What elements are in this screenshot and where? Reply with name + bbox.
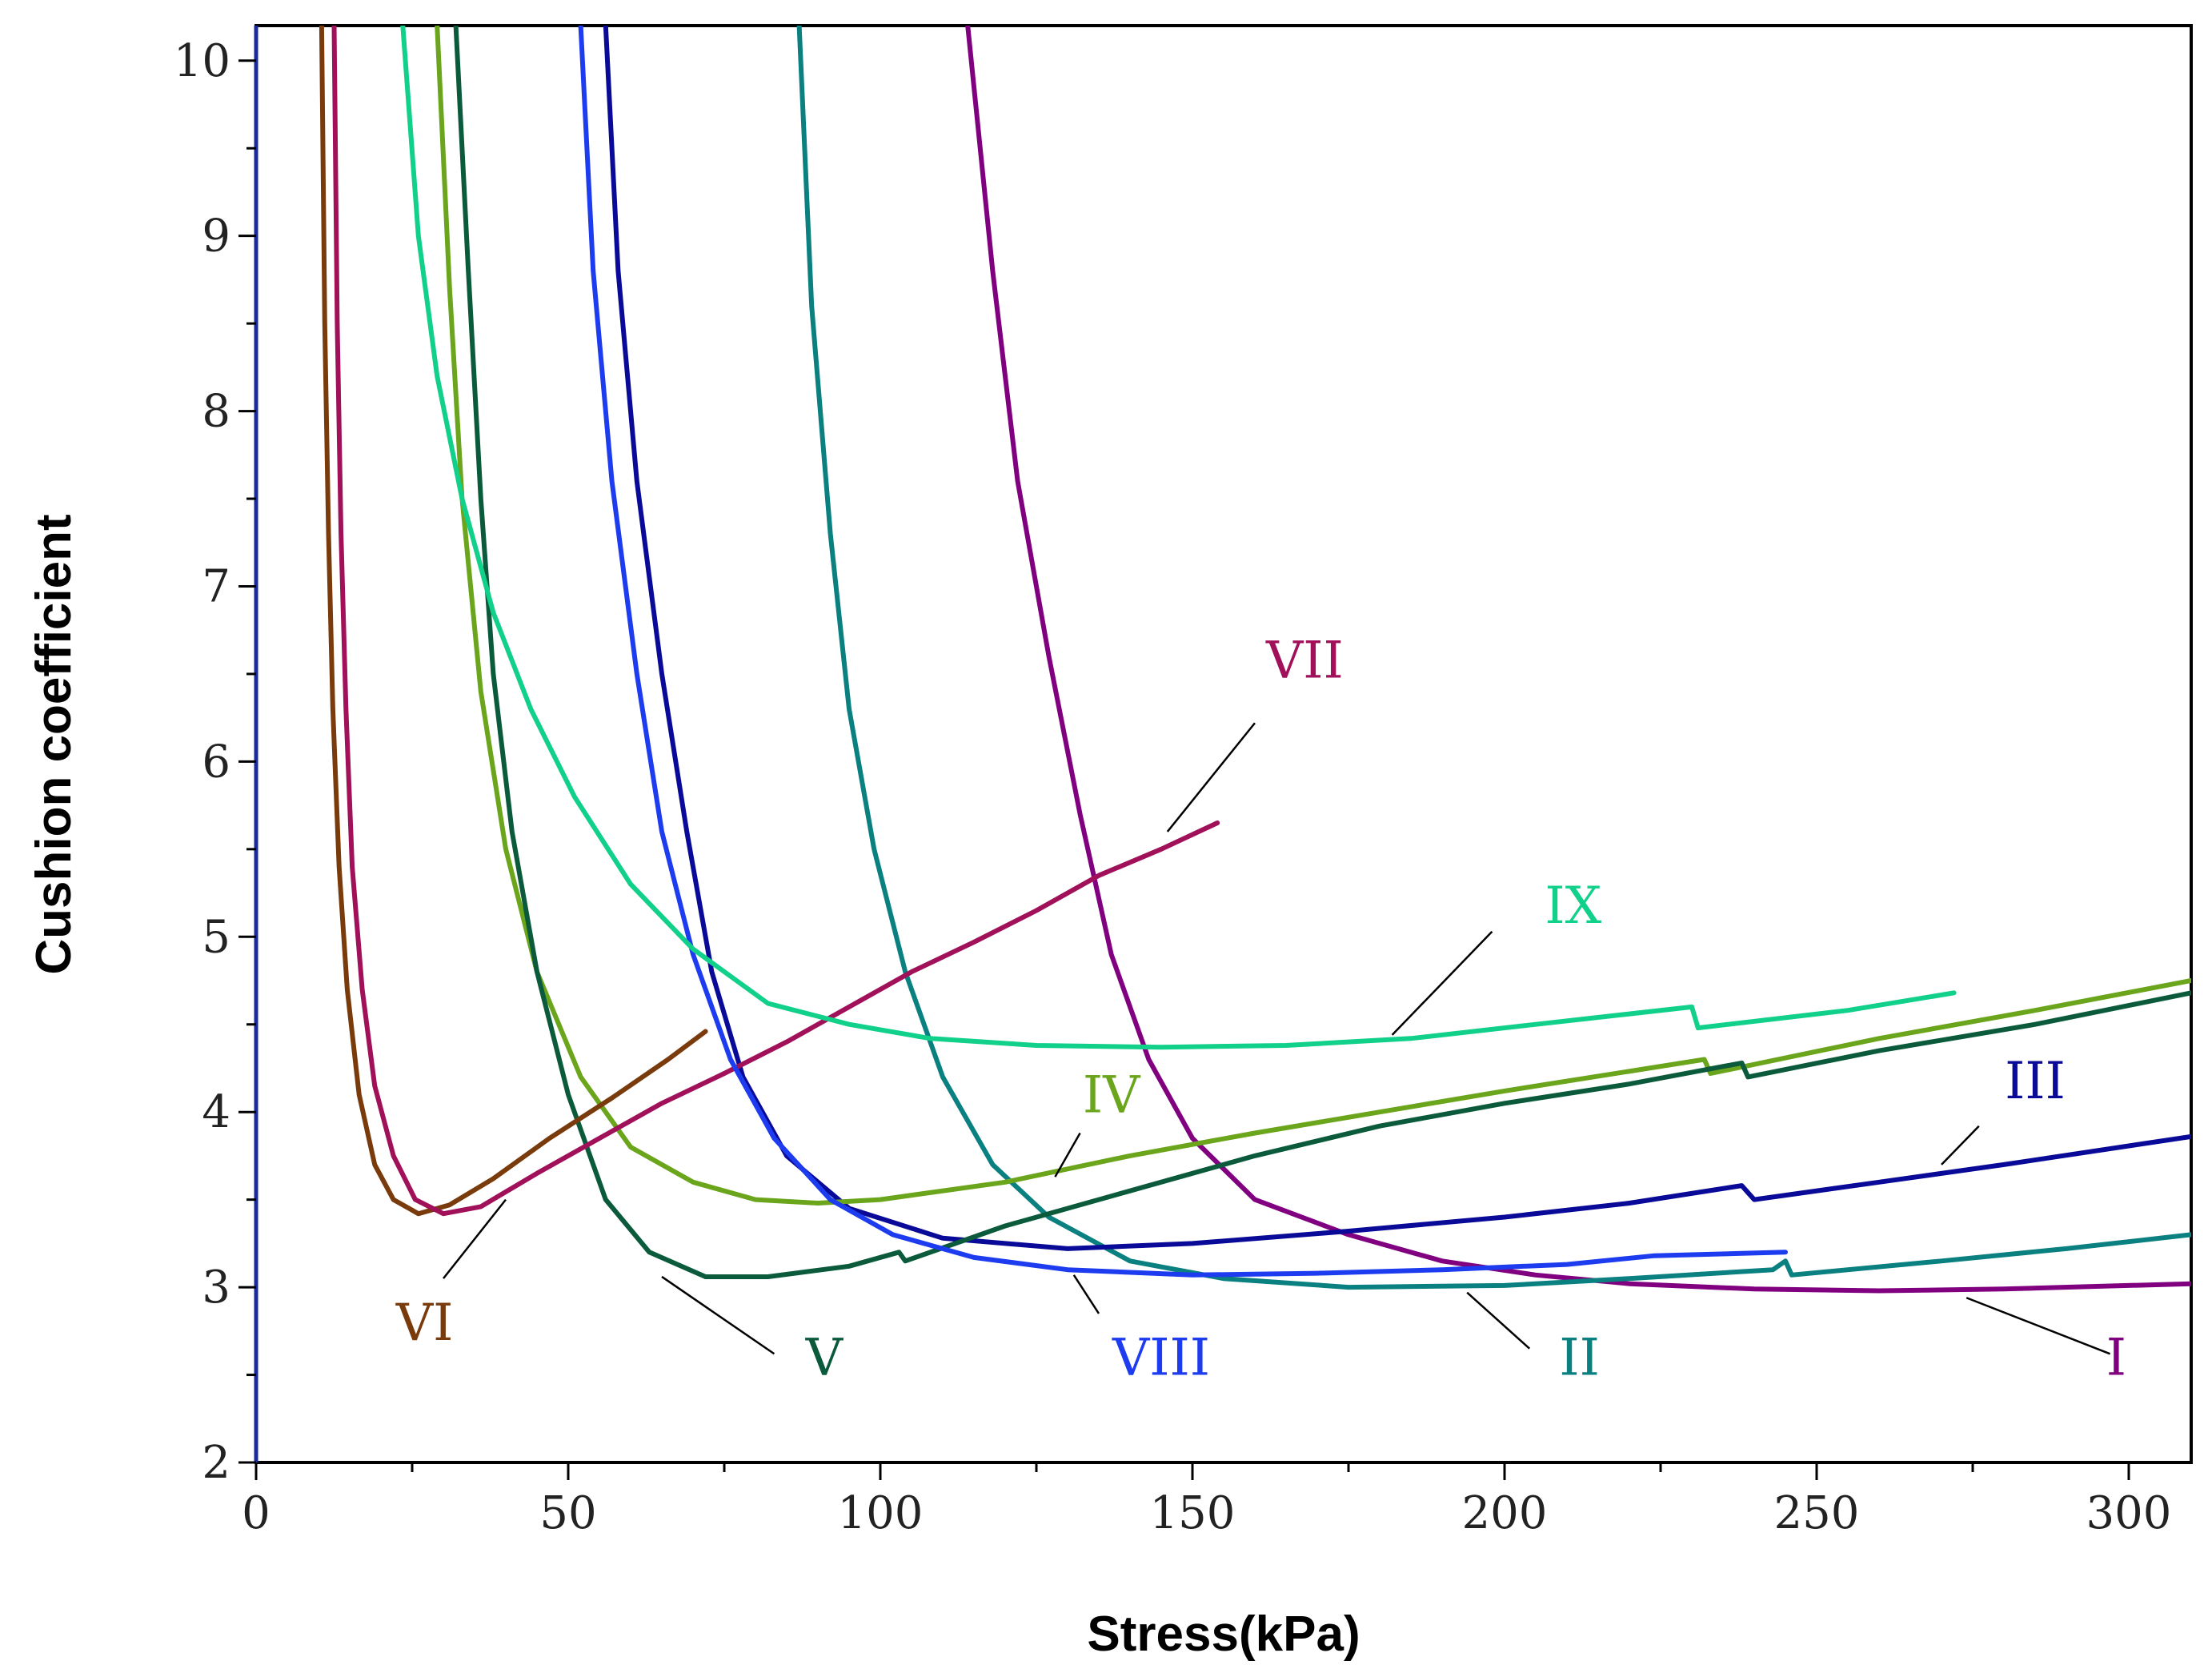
leader-line-ii [1466,1291,1531,1350]
x-tick-label: 250 [1774,1487,1860,1539]
series-label-vi: VI [395,1294,454,1353]
leader-line-vii [1166,722,1256,832]
series-label-v: V [805,1329,844,1388]
series-line-i [965,26,2191,1294]
y-tick-label: 4 [202,1086,230,1138]
leader-line-i [1966,1297,2111,1355]
series-label-iv: IV [1083,1065,1141,1125]
series-label-vii: VII [1265,631,1344,690]
label-leader-lines [443,722,2111,1355]
leader-line-ix [1391,930,1493,1036]
x-axis-title: Stress(kPa) [1087,1607,1360,1662]
leader-line-iii [1941,1125,1980,1165]
series-label-iii: III [2005,1052,2066,1111]
series-line-ii [796,26,2191,1290]
leader-line-v [661,1275,775,1355]
series-line-iii [603,26,2191,1251]
series-line-iv [435,26,2191,1206]
y-tick-label: 9 [202,211,230,263]
series-lines [319,26,2191,1294]
y-axis-title: Cushion coefficient [26,514,82,974]
series-line-ix [400,26,1957,1050]
series-line-viii [578,26,1788,1278]
x-tick-label: 0 [242,1487,270,1539]
x-tick-label: 50 [539,1487,596,1539]
series-line-vii [331,26,1220,1217]
y-tick-label: 8 [202,386,230,438]
y-tick-label: 10 [174,35,230,87]
axis-tick-labels: 0 50 100 150 200 250 300 2 3 4 5 6 7 8 9 10 [174,35,2172,1539]
series-label-ii: II [1559,1329,1600,1388]
x-tick-label: 300 [2086,1487,2172,1539]
x-tick-label: 150 [1150,1487,1236,1539]
leader-line-viii [1072,1274,1100,1314]
y-tick-label: 2 [202,1437,230,1489]
leader-line-vi [443,1198,507,1279]
series-line-v [453,26,2191,1279]
x-tick-label: 200 [1462,1487,1548,1539]
leader-line-iv [1054,1132,1081,1178]
series-label-i: I [2106,1329,2126,1388]
y-tick-label: 6 [202,736,230,788]
y-tick-label: 7 [202,560,230,612]
axis-ticks [238,59,2130,1480]
y-tick-label: 3 [202,1262,230,1314]
x-tick-label: 100 [838,1487,924,1539]
series-line-vi [319,26,708,1217]
series-label-viii: VIII [1112,1329,1210,1388]
series-label-ix: IX [1545,877,1601,936]
y-tick-label: 5 [202,911,230,963]
